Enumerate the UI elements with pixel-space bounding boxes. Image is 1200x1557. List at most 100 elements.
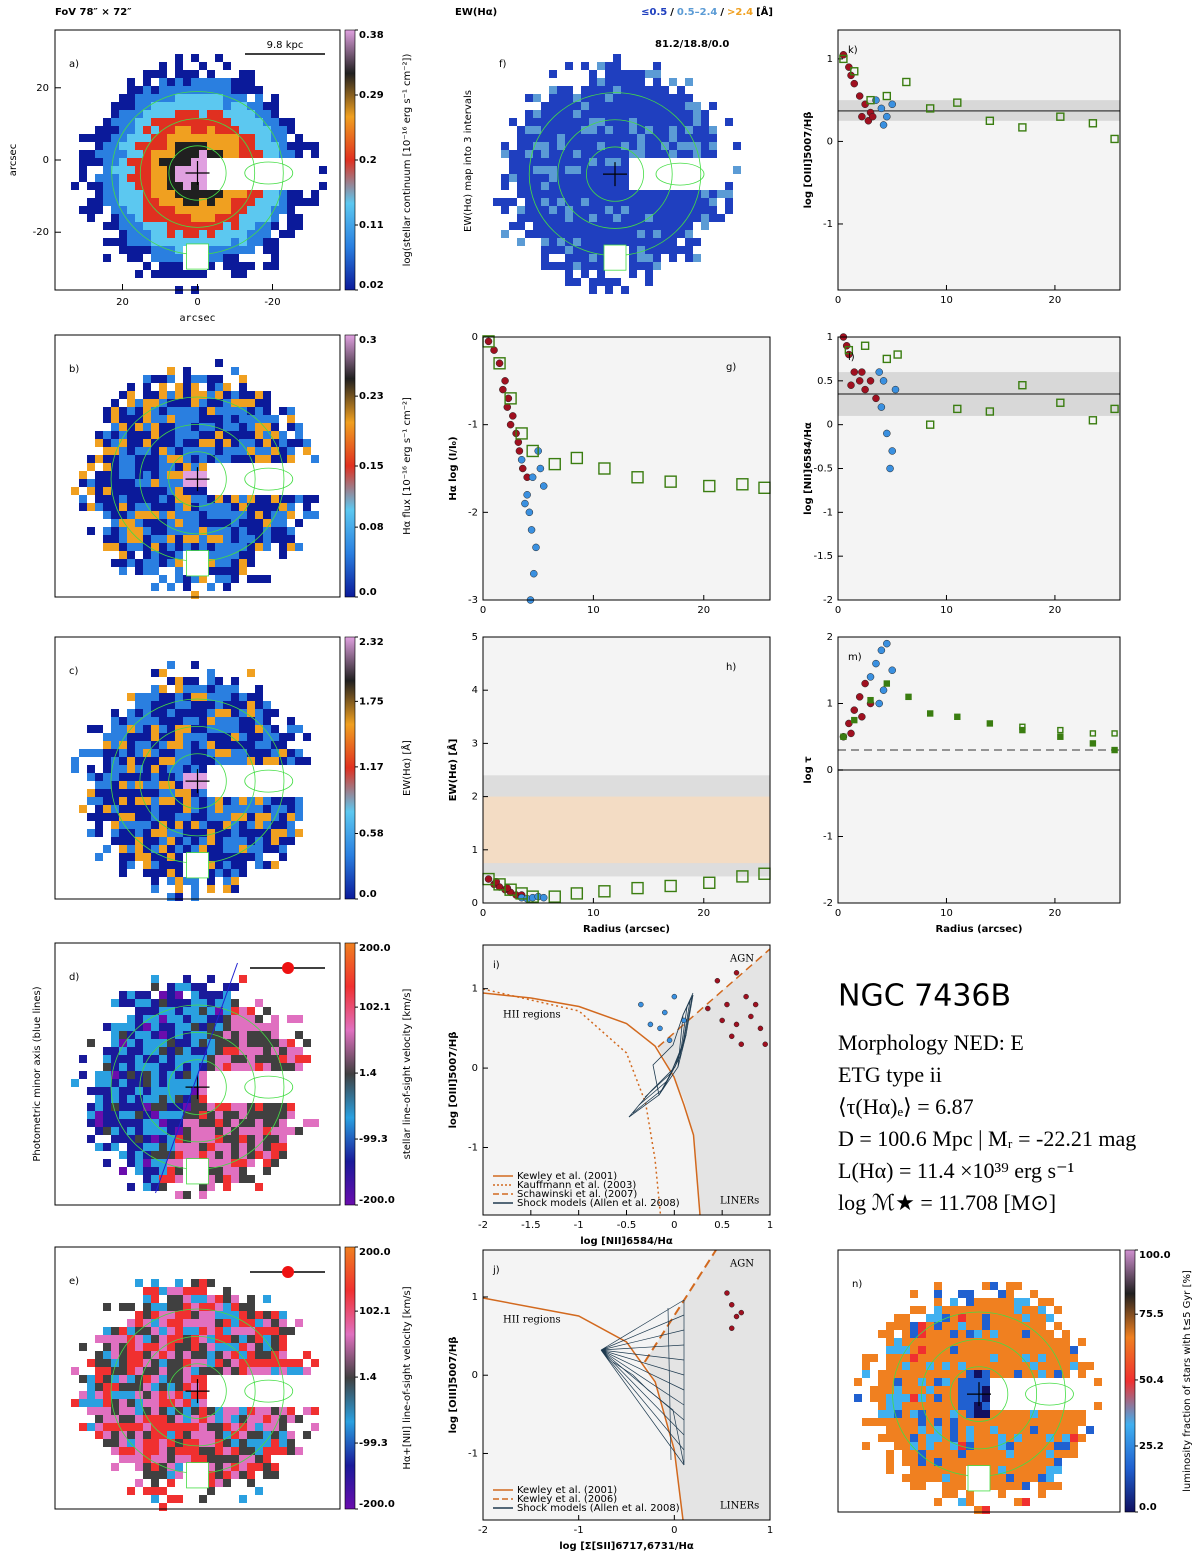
map-pixel [207,1311,215,1319]
map-pixel [942,1482,950,1490]
map-pixel [533,126,541,134]
map-pixel [509,222,517,230]
map-pixel [167,1439,175,1447]
map-pixel [191,78,199,86]
map-pixel [191,991,199,999]
point [526,444,539,458]
map-pixel [934,1298,942,1306]
map-pixel [223,102,231,110]
map-pixel [191,1327,199,1335]
map-pixel [103,479,111,487]
map-pixel [613,126,621,134]
map-pixel [167,749,175,757]
map-pixel [215,527,223,535]
map-pixel [231,693,239,701]
map-pixel [207,527,215,535]
y-axis-label: log [OIII]5007/Hβ [803,112,814,209]
map-pixel [239,262,247,270]
map-pixel [589,118,597,126]
point [681,1017,687,1024]
map-pixel [239,246,247,254]
map-pixel [966,1322,974,1330]
map-pixel [103,511,111,519]
map-pixel [279,749,287,757]
map-pixel [886,1322,894,1330]
map-pixel [1078,1362,1086,1370]
panel-label: j) [492,1265,500,1276]
map-pixel [263,1319,271,1327]
map-pixel [295,1015,303,1023]
map-pixel [207,78,215,86]
map-pixel [247,102,255,110]
map-pixel [175,877,183,885]
point [879,686,888,694]
map-pixel [167,182,175,190]
map-pixel [303,1407,311,1415]
map-pixel [239,1127,247,1135]
map-pixel [255,1447,263,1455]
map-pixel [1006,1298,1014,1306]
map-pixel [87,1391,95,1399]
map-pixel [183,685,191,693]
map-pixel [111,150,119,158]
map-pixel [199,693,207,701]
map-pixel [974,1458,982,1466]
map-pixel [167,134,175,142]
y-tick-label: -2 [823,595,833,606]
x-tick-label: 0 [835,908,841,919]
map-pixel [143,158,151,166]
point [736,478,749,491]
map-pixel [223,423,231,431]
map-pixel [199,1127,207,1135]
map-pixel [517,158,525,166]
map-pixel [111,1343,119,1351]
map-pixel [167,1047,175,1055]
map-pixel [982,1298,990,1306]
map-pixel [279,206,287,214]
point [888,447,896,455]
map-pixel [207,238,215,246]
map-pixel [127,717,135,725]
map-pixel [1022,1370,1030,1378]
map-pixel [199,1095,207,1103]
map-pixel [231,1063,239,1071]
map-pixel [613,158,621,166]
map-pixel [231,142,239,150]
legend-separator: / [670,7,674,18]
map-pixel [541,110,549,118]
map-pixel [982,1410,990,1418]
map-pixel [239,1367,247,1375]
map-pixel [990,1370,998,1378]
map-pixel [207,447,215,455]
map-pixel [597,158,605,166]
point [1057,733,1064,740]
map-pixel [231,757,239,765]
colorbar-tick-label: 100.0 [1139,1250,1171,1261]
map-pixel [119,142,127,150]
map-pixel [1030,1410,1038,1418]
map-pixel [894,1426,902,1434]
map-pixel [207,669,215,677]
map-pixel [573,246,581,254]
map-pixel [175,206,183,214]
map-pixel [135,757,143,765]
map-pixel [207,1127,215,1135]
map-pixel [1062,1346,1070,1354]
map-pixel [95,190,103,198]
map-pixel [127,757,135,765]
map-pixel [279,741,287,749]
map-pixel [143,1407,151,1415]
point [867,696,874,704]
map-pixel [95,126,103,134]
map-pixel [143,991,151,999]
map-pixel [151,829,159,837]
map-pixel [263,455,271,463]
map-pixel [255,701,263,709]
map-pixel [191,813,199,821]
map-pixel [159,1415,167,1423]
map-pixel [151,983,159,991]
map-pixel [255,1423,263,1431]
point [664,475,677,488]
map-pixel [669,142,677,150]
